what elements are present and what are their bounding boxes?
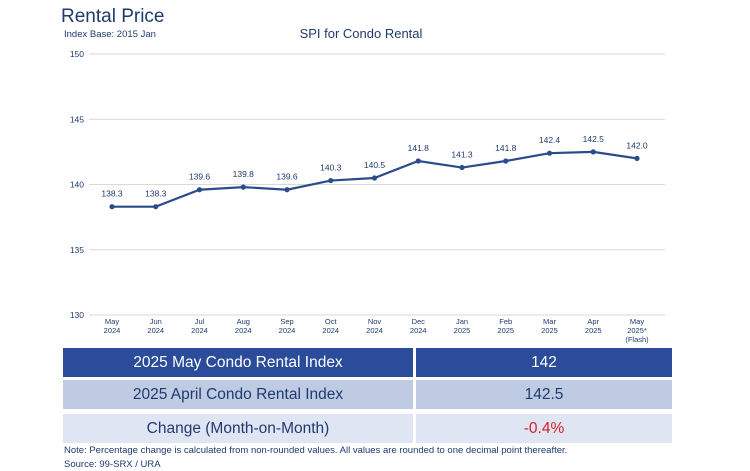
- x-tick-label: Feb: [499, 317, 512, 326]
- data-point: [196, 187, 203, 193]
- x-tick-label: 2024: [410, 326, 427, 335]
- data-point: [109, 204, 115, 210]
- table-row-change: Change (Month-on-Month) -0.4%: [63, 414, 672, 443]
- table-label: 2025 April Condo Rental Index: [63, 380, 413, 409]
- x-tick-label: Mar: [543, 317, 556, 326]
- x-tick-label: Jan: [456, 317, 468, 326]
- data-point: [634, 155, 640, 161]
- table-value-change: -0.4%: [416, 414, 672, 443]
- data-label: 141.3: [451, 150, 473, 160]
- data-point: [153, 204, 159, 210]
- data-point: [328, 177, 334, 184]
- y-tick-label: 145: [70, 114, 84, 124]
- x-tick-label: 2024: [104, 326, 121, 335]
- x-tick-label: Sep: [280, 317, 293, 326]
- x-tick-label: May: [630, 317, 644, 326]
- y-tick-label: 130: [70, 310, 84, 320]
- x-tick-label: 2024: [191, 326, 208, 335]
- table-row-previous: 2025 April Condo Rental Index 142.5: [63, 380, 672, 409]
- data-point: [284, 187, 290, 193]
- y-tick-label: 140: [70, 180, 84, 190]
- x-tick-label: Oct: [325, 317, 338, 326]
- x-tick-label: 2025: [497, 326, 514, 335]
- footnote: Note: Percentage change is calculated fr…: [64, 445, 568, 456]
- data-label: 142.5: [583, 134, 605, 144]
- data-point: [590, 149, 596, 155]
- x-tick-label: 2024: [366, 326, 383, 335]
- table-value: 142: [416, 348, 672, 377]
- table-value: 142.5: [416, 380, 672, 409]
- x-tick-label: 2024: [322, 326, 339, 335]
- data-point: [546, 150, 553, 156]
- data-label: 142.4: [539, 135, 561, 145]
- data-label: 139.8: [233, 169, 255, 179]
- data-label: 138.3: [101, 189, 123, 199]
- table-label: Change (Month-on-Month): [63, 414, 413, 443]
- x-tick-label: 2025: [454, 326, 471, 335]
- x-tick-label: Jun: [150, 317, 162, 326]
- x-tick-label: 2024: [147, 326, 164, 335]
- data-label: 141.8: [408, 143, 430, 153]
- x-tick-label: Jul: [195, 317, 205, 326]
- x-tick-label: 2025: [585, 326, 602, 335]
- x-tick-label: Nov: [368, 317, 382, 326]
- y-tick-label: 150: [70, 49, 84, 59]
- data-point: [459, 164, 465, 171]
- chart-title: SPI for Condo Rental: [300, 26, 423, 41]
- x-tick-label: 2025: [541, 326, 558, 335]
- table-row-current: 2025 May Condo Rental Index 142: [63, 348, 672, 377]
- x-tick-label: 2024: [235, 326, 252, 335]
- data-label: 141.8: [495, 143, 517, 153]
- data-label: 139.6: [276, 172, 298, 182]
- data-label: 138.3: [145, 189, 167, 199]
- data-label: 140.3: [320, 163, 342, 173]
- data-point: [503, 158, 509, 164]
- table-label: 2025 May Condo Rental Index: [63, 348, 413, 377]
- data-label: 140.5: [364, 160, 386, 170]
- data-point: [415, 158, 421, 164]
- x-tick-label: Apr: [587, 317, 599, 326]
- y-tick-label: 135: [70, 245, 84, 255]
- x-tick-label: May: [105, 317, 119, 326]
- source-note: Source: 99-SRX / URA: [64, 459, 161, 470]
- data-label: 139.6: [189, 172, 211, 182]
- index-base-label: Index Base: 2015 Jan: [64, 29, 156, 40]
- page-title: Rental Price: [61, 6, 165, 27]
- x-tick-label: (Flash): [625, 335, 649, 344]
- line-chart: SPI for Condo Rental130135140145150May20…: [70, 26, 665, 344]
- x-tick-label: Dec: [412, 317, 426, 326]
- x-tick-label: Aug: [237, 317, 250, 326]
- data-point: [371, 175, 378, 181]
- x-tick-label: 2025*: [627, 326, 647, 335]
- data-point: [240, 184, 246, 190]
- data-label: 142.0: [626, 140, 648, 150]
- x-tick-label: 2024: [279, 326, 296, 335]
